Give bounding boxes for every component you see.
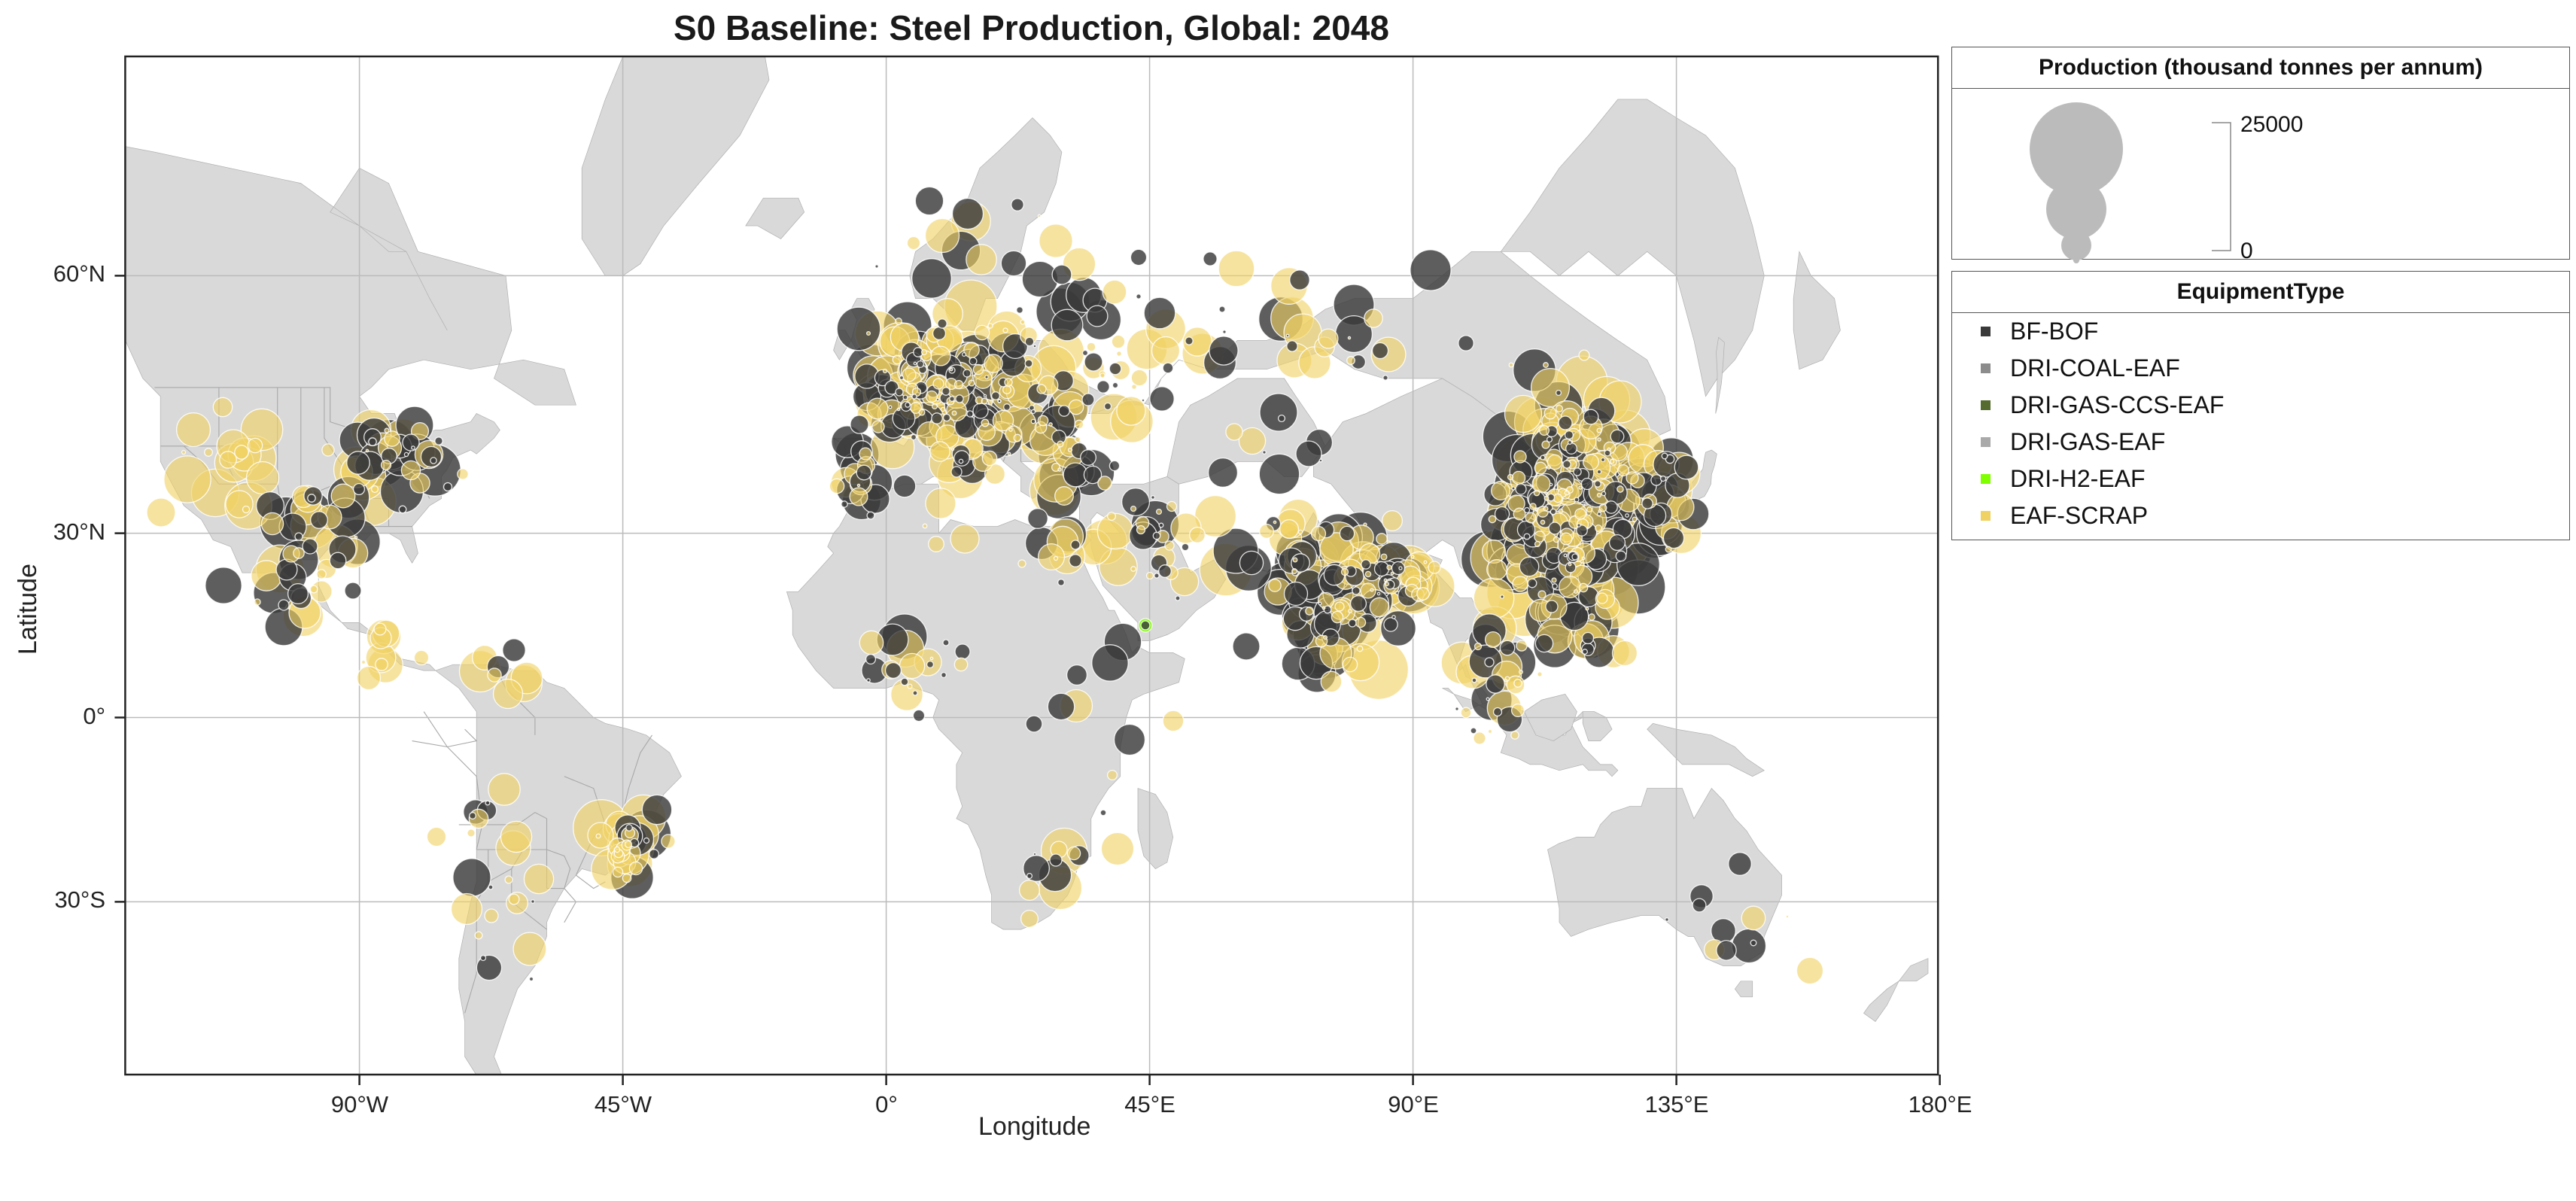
svg-text:25000: 25000: [2240, 112, 2303, 137]
svg-text:0: 0: [2240, 239, 2253, 263]
